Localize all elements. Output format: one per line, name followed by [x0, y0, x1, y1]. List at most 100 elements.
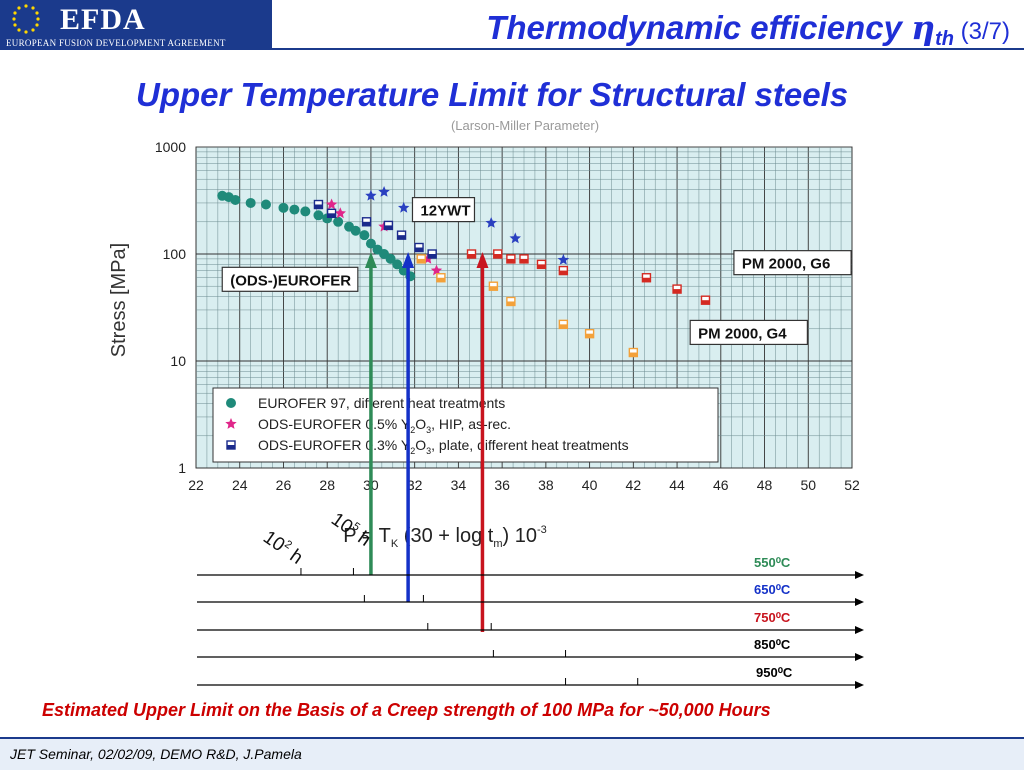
slide-title: Thermodynamic efficiency ηth (3/7) [486, 8, 1010, 51]
data-point [672, 284, 682, 294]
header-divider [272, 48, 1024, 50]
temperature-axis-label: 750⁰C [754, 610, 791, 625]
limit-arrow-head [364, 252, 377, 268]
data-point [230, 194, 241, 205]
slide-subtitle: Upper Temperature Limit for Structural s… [136, 76, 849, 113]
data-point [641, 273, 652, 283]
eta-symbol: η [911, 8, 936, 47]
data-point [300, 206, 311, 217]
data-point [700, 295, 711, 305]
data-point [260, 199, 271, 210]
data-point [365, 189, 377, 201]
data-point [289, 204, 300, 215]
data-point [558, 265, 569, 276]
temperature-axis-label: 950⁰C [756, 665, 793, 680]
caption: Estimated Upper Limit on the Basis of a … [42, 700, 771, 720]
logo-wordmark: EFDA [60, 3, 146, 36]
data-point [506, 296, 516, 307]
data-point [584, 328, 595, 339]
x-tick-label: 44 [669, 477, 685, 493]
y-tick-label: 10 [170, 353, 186, 369]
data-point [396, 230, 407, 240]
data-point [416, 254, 426, 264]
temperature-axis-label: 650⁰C [754, 582, 791, 597]
data-point [313, 210, 324, 221]
data-point [361, 217, 372, 227]
efda-logo: EFDA EUROPEAN FUSION DEVELOPMENT AGREEME… [0, 0, 272, 50]
data-point [378, 186, 390, 197]
x-tick-label: 46 [713, 477, 729, 493]
temperature-axis-arrowhead [855, 598, 864, 606]
data-point [436, 273, 446, 283]
annotation-box [689, 319, 808, 346]
temperature-axis-label: 550⁰C [754, 555, 791, 570]
footer-text: JET Seminar, 02/02/09, DEMO R&D, J.Pamel… [10, 746, 302, 762]
data-point [334, 207, 346, 219]
temperature-axis-arrowhead [855, 681, 864, 689]
annotation-box [733, 250, 852, 276]
slide-counter: (3/7) [953, 18, 1010, 45]
data-point [365, 238, 376, 249]
data-point [493, 249, 503, 259]
data-point [557, 253, 570, 265]
time-label: 102 h [259, 526, 307, 569]
data-point [488, 281, 499, 291]
data-point [313, 199, 324, 210]
title-text: Thermodynamic efficiency [486, 9, 912, 46]
cropped-chart-title: (Larson-Miller Parameter) [451, 118, 599, 133]
temperature-axis-arrowhead [855, 626, 864, 634]
data-point [427, 249, 437, 259]
x-tick-label: 36 [494, 477, 510, 493]
annotation-label: 12YWT [420, 203, 470, 220]
data-point [628, 347, 639, 358]
x-tick-label: 26 [276, 477, 292, 493]
x-axis-label: P = TK (30 + log tm) 10-3 [343, 524, 546, 550]
footer: JET Seminar, 02/02/09, DEMO R&D, J.Pamel… [0, 737, 1024, 770]
annotation-label: (ODS-)EUROFER [230, 272, 351, 289]
annotation-label: PM 2000, G6 [742, 256, 830, 273]
eu-stars-icon [12, 4, 40, 34]
data-point [485, 217, 497, 228]
data-point [392, 259, 403, 270]
x-tick-label: 42 [626, 477, 642, 493]
data-point [326, 208, 337, 219]
data-point [359, 230, 370, 241]
annotation-label: PM 2000, G4 [698, 325, 787, 342]
data-point [325, 198, 338, 210]
data-point [466, 249, 477, 259]
data-point [506, 254, 516, 264]
limit-arrow-head [402, 252, 415, 268]
legend-marker [226, 398, 236, 408]
data-point [350, 225, 361, 236]
legend-marker [226, 440, 236, 450]
temperature-axis-arrowhead [855, 653, 864, 661]
y-tick-label: 100 [163, 246, 187, 262]
data-point [558, 319, 569, 330]
x-tick-label: 52 [844, 477, 860, 493]
data-point [519, 254, 529, 264]
y-tick-label: 1 [178, 460, 186, 476]
x-tick-label: 40 [582, 477, 598, 493]
temperature-axis-label: 850⁰C [754, 637, 791, 652]
annotation-box [221, 266, 359, 292]
data-point [398, 265, 409, 276]
data-point [333, 216, 344, 227]
data-point [414, 242, 424, 253]
data-point [430, 264, 443, 276]
x-tick-label: 24 [232, 477, 248, 493]
data-point [385, 253, 396, 264]
x-tick-label: 48 [757, 477, 773, 493]
legend-marker [225, 418, 237, 429]
data-point [398, 201, 410, 213]
data-point [278, 202, 289, 213]
x-tick-label: 50 [800, 477, 816, 493]
y-axis-label: Stress [MPa] [108, 243, 130, 357]
data-point [509, 232, 521, 244]
y-tick-label: 1000 [155, 139, 186, 155]
eta-subscript: th [935, 28, 954, 50]
x-tick-label: 34 [451, 477, 467, 493]
logo-subtitle: EUROPEAN FUSION DEVELOPMENT AGREEMENT [6, 38, 226, 48]
x-tick-label: 32 [407, 477, 423, 493]
temperature-axis-arrowhead [855, 571, 864, 579]
